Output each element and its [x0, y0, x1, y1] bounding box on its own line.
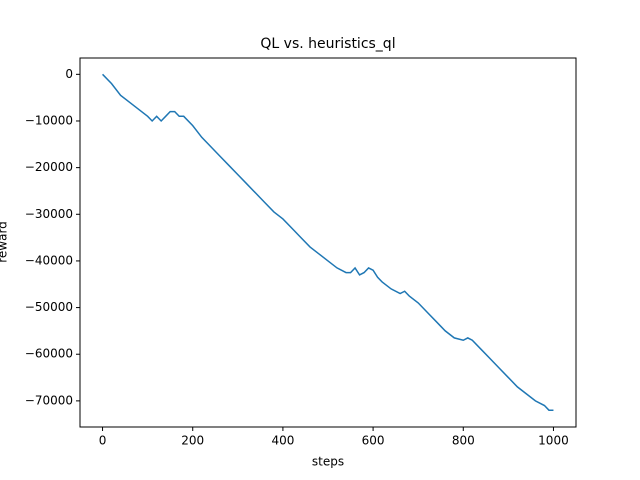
- plot-frame: [79, 57, 577, 428]
- y-tick-label: −20000: [25, 160, 73, 174]
- x-tick-label: 200: [181, 434, 204, 448]
- y-tick-label: 0: [65, 67, 73, 81]
- x-tick-label: 800: [452, 434, 475, 448]
- y-tick-label: −30000: [25, 207, 73, 221]
- x-tick-label: 600: [362, 434, 385, 448]
- y-tick-label: −70000: [25, 393, 73, 407]
- y-tick-label: −50000: [25, 300, 73, 314]
- y-tick-label: −40000: [25, 253, 73, 267]
- data-line: [102, 73, 554, 411]
- x-axis-label: steps: [312, 455, 344, 469]
- y-tick-label: −60000: [25, 347, 73, 361]
- x-tick-label: 400: [271, 434, 294, 448]
- chart-title: QL vs. heuristics_ql: [260, 36, 395, 52]
- y-tick-label: −10000: [25, 113, 73, 127]
- x-tick-label: 1000: [538, 434, 569, 448]
- y-axis-label: reward: [0, 221, 10, 263]
- x-tick-label: 0: [99, 434, 107, 448]
